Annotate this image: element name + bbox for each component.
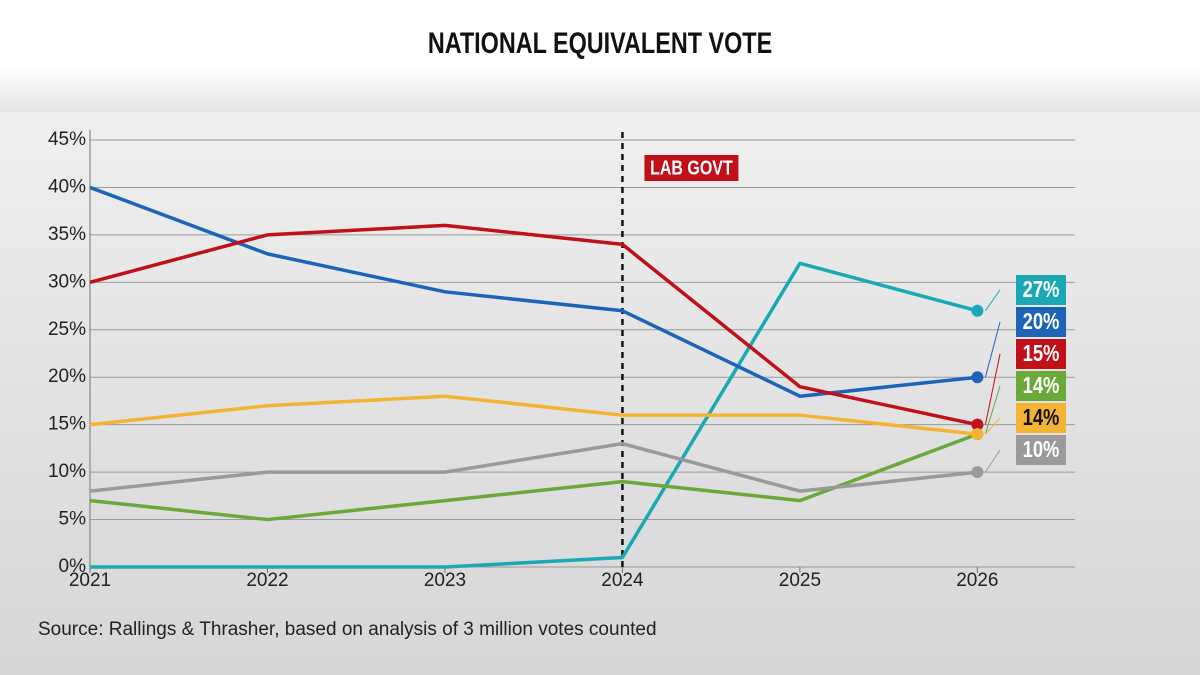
end-label-box — [1016, 371, 1066, 401]
x-tick-label: 2023 — [424, 570, 466, 591]
series-line — [89, 394, 978, 436]
series-line — [89, 223, 978, 427]
y-tick-label: 45% — [48, 129, 86, 150]
end-point — [971, 428, 984, 441]
y-tick-label: 10% — [48, 461, 86, 482]
y-tick-label: 25% — [48, 319, 86, 340]
end-label: 14% — [1023, 405, 1060, 430]
y-tick-label: 40% — [48, 176, 86, 197]
chart-title: NATIONAL EQUIVALENT VOTE — [428, 26, 772, 59]
end-point — [971, 304, 984, 317]
end-point — [971, 466, 984, 479]
end-point — [971, 371, 984, 384]
x-tick-label: 2026 — [956, 570, 998, 591]
header — [0, 0, 1200, 112]
end-label: 10% — [1023, 437, 1060, 462]
end-label-box — [1016, 339, 1066, 369]
y-tick-label: 15% — [48, 414, 86, 435]
y-tick-label: 35% — [48, 224, 86, 245]
x-tick-label: 2025 — [779, 570, 821, 591]
end-label: 15% — [1023, 341, 1060, 366]
series-line — [90, 261, 978, 569]
y-tick-label: 30% — [48, 271, 86, 292]
end-label-box — [1016, 403, 1066, 433]
label-connector — [984, 385, 1001, 435]
end-label-box — [1016, 307, 1066, 337]
end-point — [971, 418, 984, 431]
series-line — [89, 441, 978, 493]
label-connector — [984, 289, 1001, 312]
label-connector — [984, 353, 1001, 425]
label-connector — [985, 417, 1001, 435]
y-tick-label: 20% — [48, 366, 86, 387]
end-label-box — [1016, 275, 1066, 305]
label-connector — [984, 449, 1001, 473]
x-tick-label: 2022 — [246, 570, 288, 591]
annotation-label: LAB GOVT — [650, 157, 733, 179]
annotation-box — [644, 155, 739, 181]
end-label-box — [1016, 435, 1066, 465]
y-tick-label: 5% — [59, 509, 87, 530]
y-tick-label: 0% — [59, 556, 87, 577]
source-note: Source: Rallings & Thrasher, based on an… — [38, 619, 657, 640]
x-tick-label: 2024 — [601, 570, 644, 591]
end-label: 27% — [1023, 277, 1060, 302]
end-label: 14% — [1023, 373, 1060, 398]
x-tick-label: 2021 — [69, 570, 111, 591]
end-label: 20% — [1023, 309, 1060, 334]
label-connector — [984, 321, 1001, 378]
